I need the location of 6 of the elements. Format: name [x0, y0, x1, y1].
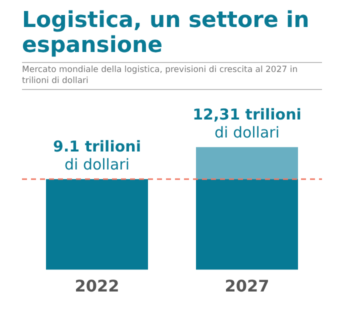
chart-title: Logistica, un settore in espansione [22, 8, 310, 58]
x-tick-label: 2022 [74, 276, 120, 296]
x-tick-label: 2027 [224, 276, 270, 296]
annotation: 12,31 trilioni di dollari [192, 105, 302, 142]
chart-subtitle: Mercato mondiale della logistica, previsioni di crescita al 2027 in trilioni di dollari [22, 62, 322, 90]
annotation: 9.1 trilioni di dollari [53, 138, 141, 174]
